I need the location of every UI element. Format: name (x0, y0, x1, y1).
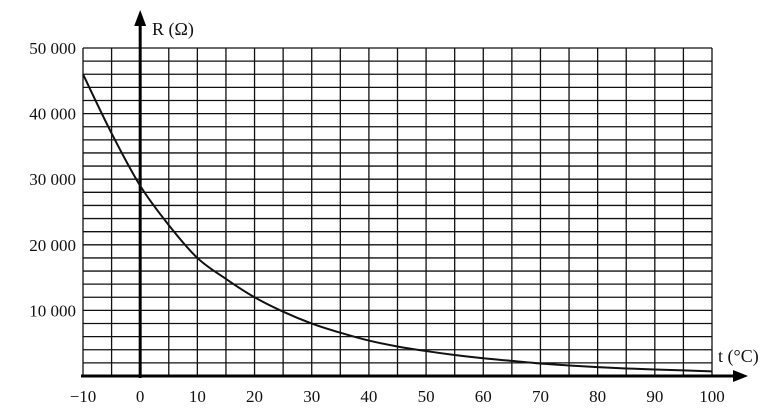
x-tick-label-0: −10 (70, 387, 97, 406)
x-tick-label-4: 30 (303, 387, 320, 406)
x-tick-label-8: 70 (532, 387, 549, 406)
curve-layer (82, 73, 713, 373)
x-axis-label: t (°C) (718, 346, 759, 367)
y-tick-label-3: 40 000 (29, 105, 76, 124)
x-tick-label-10: 90 (646, 387, 663, 406)
y-axis-label: R (Ω) (152, 19, 194, 40)
series-line-0 (82, 73, 713, 373)
grid (82, 47, 713, 377)
axes (81, 10, 748, 382)
x-axis-arrow (733, 370, 748, 382)
y-tick-label-2: 30 000 (29, 170, 76, 189)
y-tick-label-0: 10 000 (29, 301, 76, 320)
x-tick-label-6: 50 (418, 387, 435, 406)
x-tick-label-7: 60 (475, 387, 492, 406)
x-tick-label-9: 80 (589, 387, 606, 406)
x-tick-label-5: 40 (360, 387, 377, 406)
y-tick-label-1: 20 000 (29, 236, 76, 255)
x-tick-label-11: 100 (699, 387, 725, 406)
x-tick-label-1: 0 (136, 387, 145, 406)
x-tick-label-2: 10 (189, 387, 206, 406)
x-tick-label-3: 20 (246, 387, 263, 406)
tick-labels: −10 0 10 20 30 40 50 60 70 80 90 100 10 000 20 000 30 … (29, 39, 725, 406)
y-axis-arrow (134, 10, 147, 26)
y-tick-label-4: 50 000 (29, 39, 76, 58)
